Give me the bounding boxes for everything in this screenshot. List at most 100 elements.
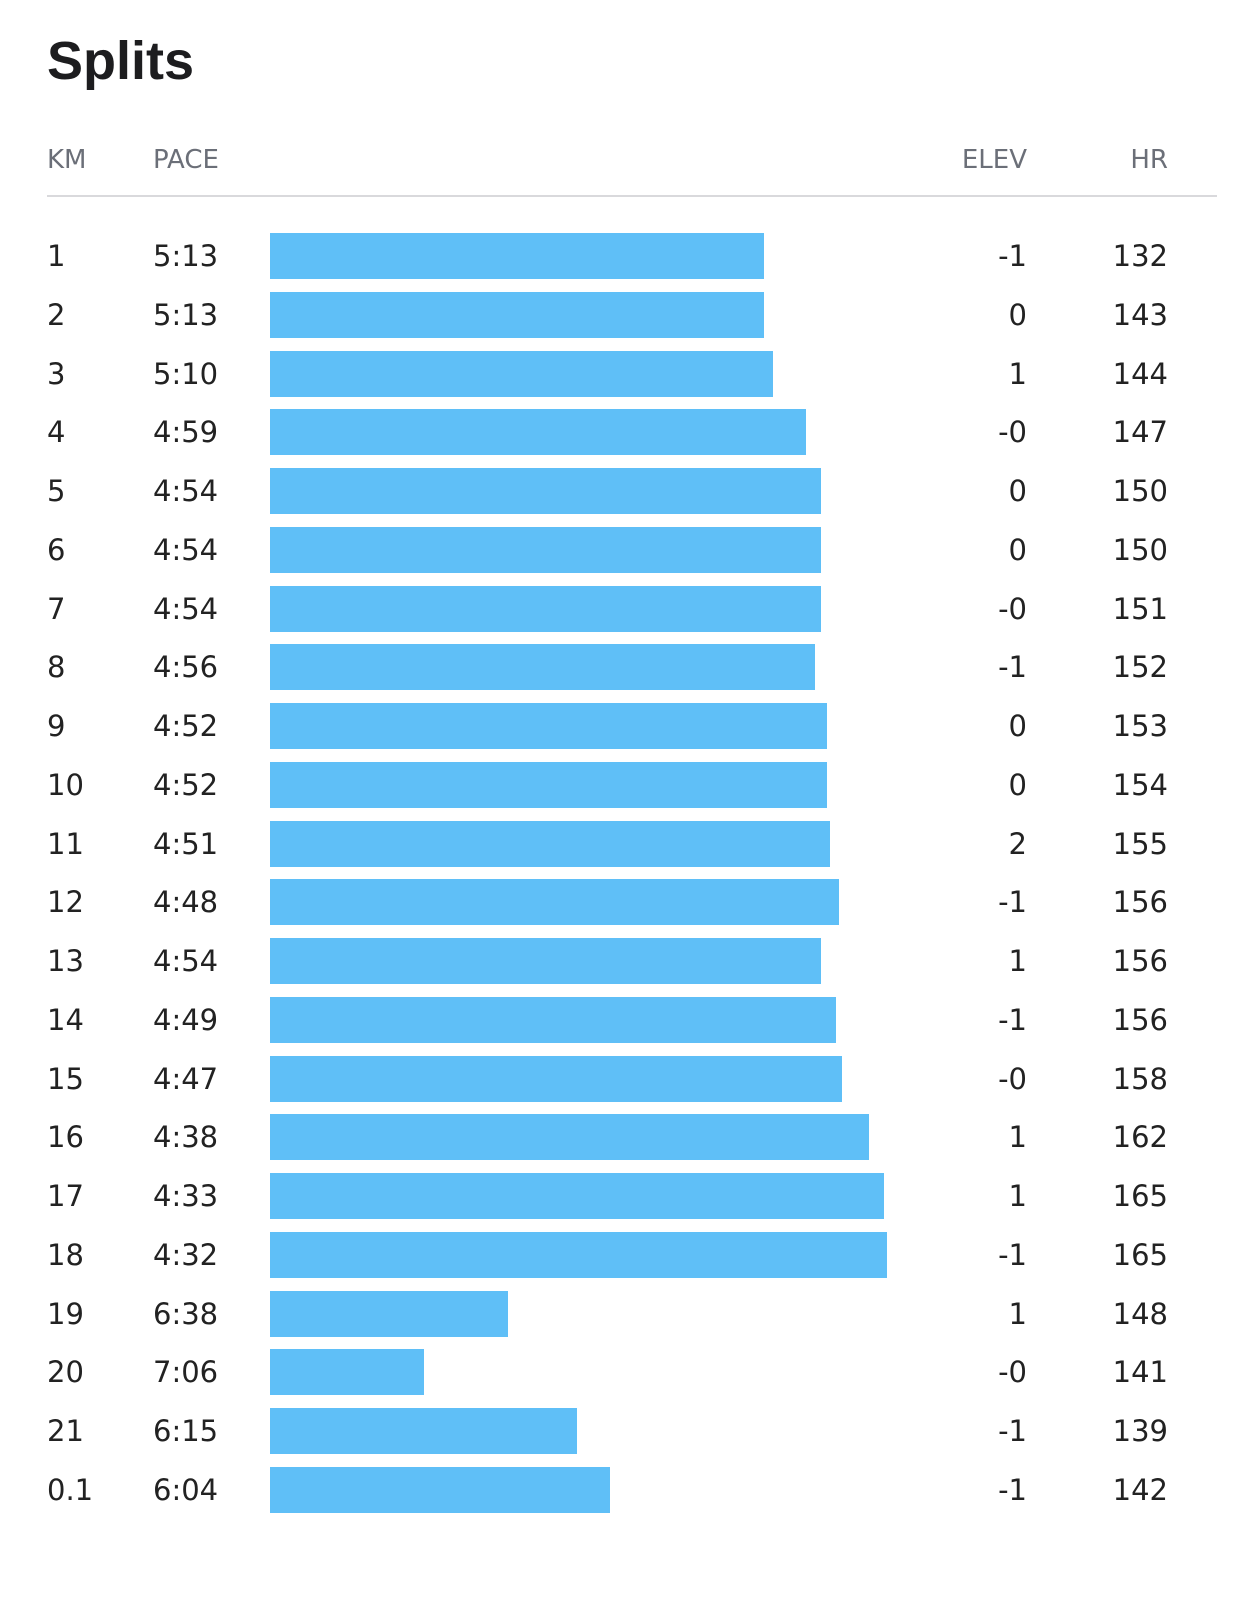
elev-cell: 1 xyxy=(1008,944,1027,979)
hr-cell: 155 xyxy=(1112,826,1168,861)
header-pace: PACE xyxy=(153,145,219,175)
elev-cell: 1 xyxy=(1008,1296,1027,1331)
hr-cell: 152 xyxy=(1112,650,1168,685)
km-cell: 14 xyxy=(47,1002,84,1037)
hr-cell: 165 xyxy=(1112,1179,1168,1214)
pace-cell: 6:04 xyxy=(153,1472,219,1507)
km-cell: 19 xyxy=(47,1296,84,1331)
header-rule xyxy=(47,195,1217,197)
hr-cell: 132 xyxy=(1112,239,1168,273)
km-cell: 20 xyxy=(47,1355,84,1390)
km-cell: 6 xyxy=(47,532,66,567)
pace-bar xyxy=(270,1408,578,1455)
elev-cell: -0 xyxy=(998,1061,1027,1096)
hr-cell: 147 xyxy=(1112,415,1168,450)
elev-cell: -0 xyxy=(998,1355,1027,1390)
elev-cell: -1 xyxy=(998,1002,1027,1037)
km-cell: 21 xyxy=(47,1414,84,1449)
pace-cell: 4:38 xyxy=(153,1120,219,1155)
pace-bar xyxy=(270,1290,509,1337)
pace-bar xyxy=(270,585,821,632)
hr-cell: 150 xyxy=(1112,474,1168,509)
pace-cell: 7:06 xyxy=(153,1355,219,1390)
pace-bar xyxy=(270,1173,884,1220)
pace-bar xyxy=(270,703,827,750)
pace-cell: 6:38 xyxy=(153,1296,219,1331)
pace-bar xyxy=(270,644,815,691)
elev-cell: -1 xyxy=(998,1472,1027,1507)
pace-bar xyxy=(270,233,764,279)
km-cell: 11 xyxy=(47,826,84,861)
elev-cell: -0 xyxy=(998,415,1027,450)
header-hr: HR xyxy=(1130,145,1168,175)
header-elev: ELEV xyxy=(961,145,1027,175)
hr-cell: 165 xyxy=(1112,1237,1168,1272)
pace-bar xyxy=(270,409,806,456)
title: Splits xyxy=(47,31,195,91)
hr-cell: 153 xyxy=(1112,709,1168,744)
km-cell: 17 xyxy=(47,1179,84,1214)
km-cell: 7 xyxy=(47,591,66,626)
pace-cell: 4:54 xyxy=(153,474,219,509)
hr-cell: 156 xyxy=(1112,885,1168,920)
elev-cell: 0 xyxy=(1008,709,1027,744)
hr-cell: 139 xyxy=(1112,1414,1168,1449)
pace-cell: 4:54 xyxy=(153,944,219,979)
pace-bar xyxy=(270,996,836,1043)
pace-bar xyxy=(270,350,773,397)
hr-cell: 154 xyxy=(1112,767,1168,802)
hr-cell: 156 xyxy=(1112,944,1168,979)
pace-bar xyxy=(270,468,821,515)
km-cell: 9 xyxy=(47,709,66,744)
pace-cell: 4:51 xyxy=(153,826,219,861)
pace-cell: 4:54 xyxy=(153,591,219,626)
pace-cell: 6:15 xyxy=(153,1414,219,1449)
pace-bar xyxy=(270,761,827,808)
pace-bar xyxy=(270,1349,424,1396)
header-km: KM xyxy=(47,145,87,175)
pace-cell: 4:52 xyxy=(153,709,219,744)
hr-cell: 151 xyxy=(1112,591,1168,626)
elev-cell: 1 xyxy=(1008,1179,1027,1214)
pace-bar xyxy=(270,1114,869,1161)
hr-cell: 148 xyxy=(1112,1296,1168,1331)
hr-cell: 156 xyxy=(1112,1002,1168,1037)
hr-cell: 141 xyxy=(1112,1355,1168,1390)
km-cell: 18 xyxy=(47,1237,84,1272)
pace-cell: 4:54 xyxy=(153,532,219,567)
elev-cell: -1 xyxy=(998,885,1027,920)
hr-cell: 142 xyxy=(1112,1472,1168,1507)
elev-cell: 1 xyxy=(1008,1120,1027,1155)
pace-cell: 4:32 xyxy=(153,1237,219,1272)
pace-bar xyxy=(270,1466,611,1513)
pace-bar xyxy=(270,938,821,985)
pace-bar xyxy=(270,291,764,338)
km-cell: 16 xyxy=(47,1120,84,1155)
pace-cell: 5:10 xyxy=(153,356,219,391)
pace-bar xyxy=(270,1055,842,1102)
elev-cell: 0 xyxy=(1008,297,1027,332)
pace-cell: 4:52 xyxy=(153,767,219,802)
pace-cell: 4:49 xyxy=(153,1002,219,1037)
elev-cell: 2 xyxy=(1008,826,1027,861)
km-cell: 15 xyxy=(47,1061,84,1096)
elev-cell: -1 xyxy=(998,239,1027,273)
elev-cell: -1 xyxy=(998,650,1027,685)
km-cell: 2 xyxy=(47,297,66,332)
km-cell: 12 xyxy=(47,885,84,920)
elev-cell: 0 xyxy=(1008,767,1027,802)
hr-cell: 144 xyxy=(1112,356,1168,391)
hr-cell: 162 xyxy=(1112,1120,1168,1155)
pace-cell: 4:56 xyxy=(153,650,219,685)
km-cell: 13 xyxy=(47,944,84,979)
km-cell: 0.1 xyxy=(47,1472,94,1507)
elev-cell: -0 xyxy=(998,591,1027,626)
pace-cell: 5:13 xyxy=(153,239,219,273)
elev-cell: -1 xyxy=(998,1414,1027,1449)
elev-cell: 0 xyxy=(1008,532,1027,567)
km-cell: 1 xyxy=(47,239,66,273)
pace-cell: 4:47 xyxy=(153,1061,219,1096)
pace-cell: 5:13 xyxy=(153,297,219,332)
hr-cell: 143 xyxy=(1112,297,1168,332)
